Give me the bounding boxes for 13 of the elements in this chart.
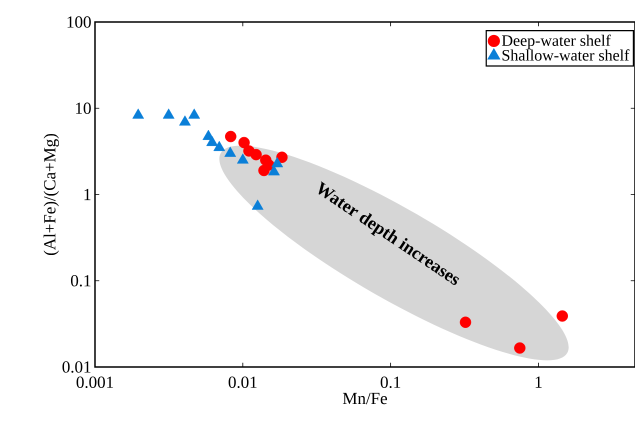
y-tick-label: 0.01 [62, 361, 90, 373]
y-tick-label: 1 [84, 188, 90, 200]
legend-label: Shallow-water shelf [502, 49, 630, 61]
y-tick-label: 0.1 [70, 275, 90, 286]
x-tick-label: 0.01 [228, 376, 257, 388]
y-tick-label: 10 [76, 102, 91, 114]
y-tick-label: 100 [68, 16, 91, 28]
y-axis-title: (Al+Fe)/(Ca+Mg) [44, 134, 59, 256]
legend-label: Deep-water shelf [502, 34, 611, 50]
x-tick-label: 0.1 [380, 376, 400, 388]
x-tick-label: 0.001 [76, 376, 114, 388]
x-tick-label: 1 [536, 376, 542, 388]
x-axis-title: Mn/Fe [342, 392, 387, 404]
